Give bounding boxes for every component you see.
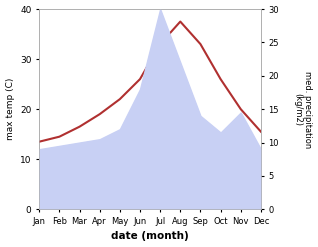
X-axis label: date (month): date (month) (111, 231, 189, 242)
Y-axis label: med. precipitation
(kg/m2): med. precipitation (kg/m2) (293, 71, 313, 148)
Y-axis label: max temp (C): max temp (C) (5, 78, 15, 140)
